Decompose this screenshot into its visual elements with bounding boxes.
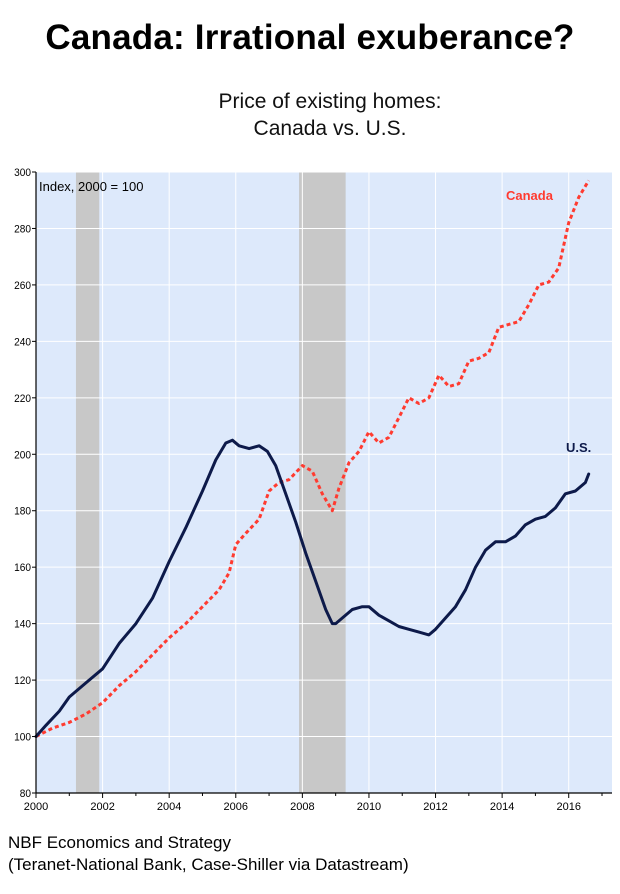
y-tick-label: 220 bbox=[14, 392, 31, 404]
y-tick-label: 240 bbox=[14, 336, 31, 348]
recession-band bbox=[75, 172, 100, 793]
x-tick-label: 2008 bbox=[290, 801, 314, 813]
index-annotation: Index, 2000 = 100 bbox=[39, 179, 143, 194]
footer-line-2: (Teranet-National Bank, Case-Shiller via… bbox=[8, 855, 409, 874]
x-tick-label: 2000 bbox=[24, 801, 48, 813]
us-series-label: U.S. bbox=[566, 440, 591, 455]
series-lines bbox=[34, 179, 591, 738]
y-tick-label: 160 bbox=[14, 562, 31, 574]
x-tick-label: 2006 bbox=[224, 801, 248, 813]
source-footer: NBF Economics and Strategy (Teranet-Nati… bbox=[8, 832, 409, 876]
x-tick-label: 2012 bbox=[423, 801, 447, 813]
x-tick-label: 2002 bbox=[90, 801, 114, 813]
canada-series-line bbox=[35, 179, 590, 738]
y-tick-label: 260 bbox=[14, 280, 31, 292]
subtitle-line-1: Price of existing homes: bbox=[218, 90, 442, 113]
x-tick-label: 2016 bbox=[556, 801, 580, 813]
chart-labels: Index, 2000 = 100 Canada U.S. bbox=[39, 179, 591, 455]
y-tick-label: 100 bbox=[14, 731, 31, 743]
axes: 80 100 120 140 160 180 200 220 240 260 280 300 2000 2… bbox=[14, 167, 612, 813]
grid-lines bbox=[35, 171, 612, 794]
y-tick-label: 140 bbox=[14, 618, 31, 630]
recession-shading bbox=[75, 172, 346, 793]
x-tick-label: 2010 bbox=[357, 801, 381, 813]
canada-series-label: Canada bbox=[506, 188, 554, 203]
y-tick-label: 80 bbox=[20, 788, 31, 800]
y-tick-label: 300 bbox=[14, 167, 31, 179]
us-series-line bbox=[34, 438, 591, 738]
y-tick-label: 120 bbox=[14, 675, 31, 687]
chart-title: Canada: Irrational exuberance? bbox=[45, 18, 575, 57]
price-chart: 80 100 120 140 160 180 200 220 240 260 280 300 2000 2… bbox=[14, 167, 612, 813]
y-tick-label: 280 bbox=[14, 223, 31, 235]
subtitle-line-2: Canada vs. U.S. bbox=[253, 117, 407, 140]
y-tick-label: 200 bbox=[14, 449, 31, 461]
chart-subtitle: Price of existing homes: Canada vs. U.S. bbox=[0, 88, 620, 142]
x-tick-label: 2004 bbox=[157, 801, 181, 813]
x-tick-label: 2014 bbox=[490, 801, 514, 813]
footer-line-1: NBF Economics and Strategy bbox=[8, 833, 231, 852]
recession-band bbox=[299, 172, 346, 793]
y-tick-label: 180 bbox=[14, 505, 31, 517]
